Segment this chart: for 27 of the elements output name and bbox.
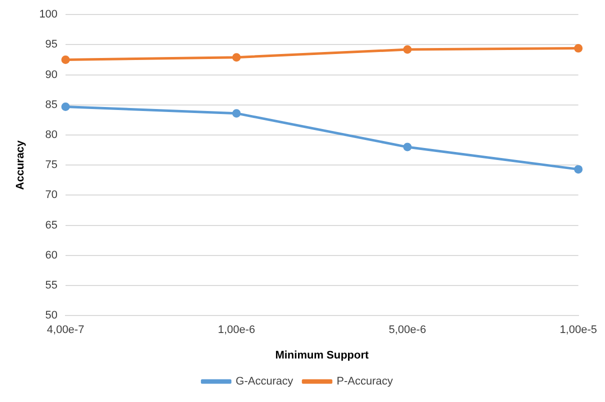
point [574, 165, 583, 174]
y-tick-label: 70 [45, 189, 58, 202]
y-axis-title: Accuracy [14, 139, 27, 190]
y-tick-label: 90 [45, 68, 58, 81]
point [574, 44, 583, 53]
point [232, 53, 241, 62]
y-tick-label: 75 [45, 159, 58, 172]
y-tick-label: 100 [39, 8, 58, 21]
y-tick-label: 95 [45, 38, 58, 51]
point [403, 45, 412, 54]
y-tick-label: 50 [45, 310, 58, 322]
point [61, 102, 70, 111]
point [61, 56, 70, 64]
x-axis-title: Minimum Support [275, 349, 370, 362]
x-tick-label: 5,00e-6 [388, 324, 426, 336]
legend-label: P-Accuracy [336, 376, 394, 388]
y-tick-label: 80 [45, 129, 58, 142]
y-tick-label: 85 [45, 98, 58, 111]
point [232, 109, 241, 118]
legend-label: G-Accuracy [236, 376, 294, 388]
y-tick-label: 55 [45, 280, 58, 292]
y-tick-label: 65 [45, 219, 58, 232]
x-tick-label: 1,00e-5 [560, 324, 597, 336]
y-tick-label: 60 [45, 249, 58, 262]
x-tick-label: 4,00e-7 [46, 324, 84, 336]
point [403, 142, 412, 152]
x-tick-label: 1,00e-6 [218, 324, 256, 336]
